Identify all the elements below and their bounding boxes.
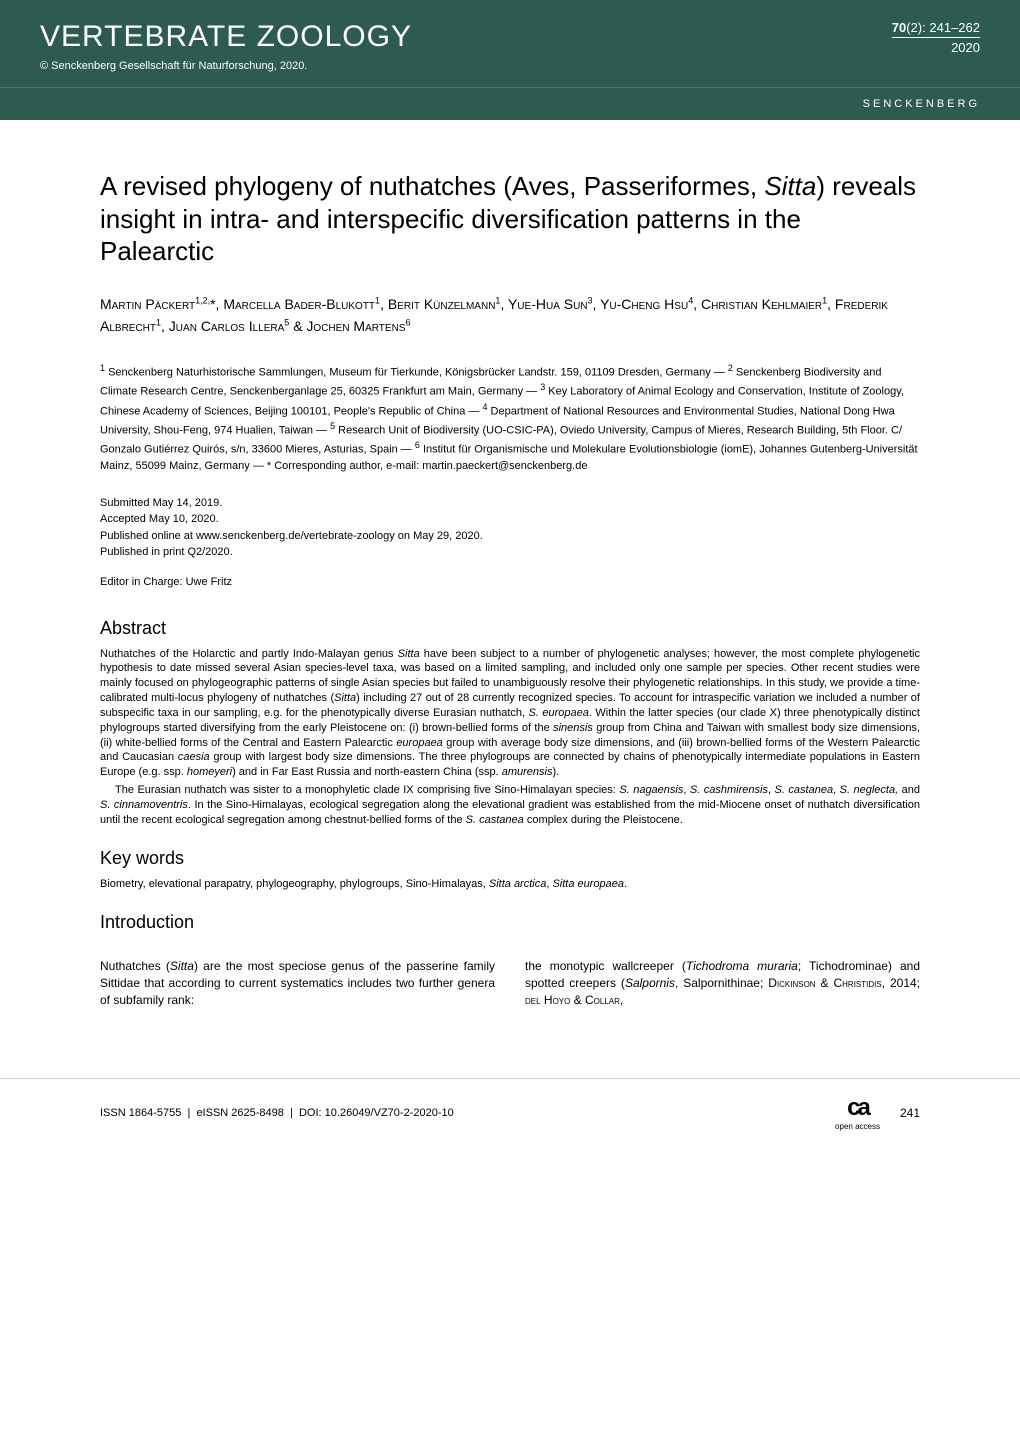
- issue: (2):: [906, 20, 926, 35]
- publication-dates: Submitted May 14, 2019. Accepted May 10,…: [100, 495, 920, 561]
- footer-identifiers: ISSN 1864-5755 | eISSN 2625-8498 | DOI: …: [100, 1107, 454, 1119]
- submitted-date: Submitted May 14, 2019.: [100, 495, 920, 512]
- editor-in-charge: Editor in Charge: Uwe Fritz: [100, 576, 920, 588]
- open-access-icon: ca open access: [835, 1094, 880, 1131]
- article-content: A revised phylogeny of nuthatches (Aves,…: [0, 120, 1020, 1038]
- intro-col-left: Nuthatches (Sitta) are the most speciose…: [100, 958, 495, 1008]
- affiliations: 1 Senckenberg Naturhistorische Sammlunge…: [100, 362, 920, 474]
- introduction-columns: Nuthatches (Sitta) are the most speciose…: [100, 958, 920, 1008]
- oa-label: open access: [835, 1122, 880, 1131]
- online-date: Published online at www.senckenberg.de/v…: [100, 528, 920, 545]
- abstract-text: Nuthatches of the Holarctic and partly I…: [100, 647, 920, 828]
- eissn: eISSN 2625-8498: [196, 1107, 283, 1119]
- volume: 70: [892, 20, 906, 35]
- journal-title: VERTEBRATE ZOOLOGY: [40, 20, 412, 54]
- page-number: 241: [900, 1106, 920, 1120]
- institution-band: SENCKENBERG: [0, 87, 1020, 120]
- year: 2020: [892, 40, 980, 55]
- page-footer: ISSN 1864-5755 | eISSN 2625-8498 | DOI: …: [0, 1078, 1020, 1146]
- print-date: Published in print Q2/2020.: [100, 544, 920, 561]
- title-genus: Sitta: [764, 171, 816, 201]
- abstract-para1: Nuthatches of the Holarctic and partly I…: [100, 647, 920, 781]
- keywords-text: Biometry, elevational parapatry, phyloge…: [100, 877, 920, 892]
- pages: 241–262: [929, 20, 980, 35]
- intro-col-right: the monotypic wallcreeper (Tichodroma mu…: [525, 958, 920, 1008]
- abstract-heading: Abstract: [100, 618, 920, 639]
- article-title: A revised phylogeny of nuthatches (Aves,…: [100, 170, 920, 268]
- issue-box: 70(2): 241–262 2020: [892, 20, 980, 55]
- issn: ISSN 1864-5755: [100, 1107, 181, 1119]
- copyright: © Senckenberg Gesellschaft für Naturfors…: [40, 60, 980, 72]
- doi-label: DOI:: [299, 1107, 322, 1119]
- keywords-heading: Key words: [100, 848, 920, 869]
- journal-header: VERTEBRATE ZOOLOGY 70(2): 241–262 2020 ©…: [0, 0, 1020, 87]
- issue-info: 70(2): 241–262: [892, 20, 980, 38]
- journal-row: VERTEBRATE ZOOLOGY 70(2): 241–262 2020: [40, 20, 980, 55]
- abstract-para2: The Eurasian nuthatch was sister to a mo…: [100, 783, 920, 828]
- authors: Martin Päckert1,2,*, Marcella Bader-Bluk…: [100, 293, 920, 338]
- accepted-date: Accepted May 10, 2020.: [100, 511, 920, 528]
- title-part1: A revised phylogeny of nuthatches (Aves,…: [100, 171, 757, 201]
- oa-symbol: ca: [835, 1094, 880, 1122]
- doi: 10.26049/VZ70-2-2020-10: [325, 1107, 454, 1119]
- footer-right: ca open access 241: [835, 1094, 920, 1131]
- introduction-heading: Introduction: [100, 912, 920, 933]
